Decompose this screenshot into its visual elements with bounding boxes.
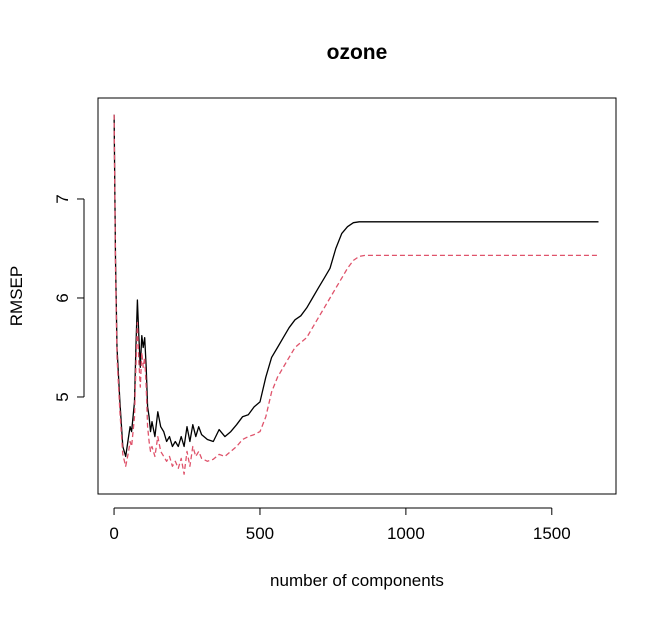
y-tick-label: 5 <box>53 392 72 401</box>
y-axis: 5 6 7 <box>53 194 85 402</box>
y-tick-label: 7 <box>53 194 72 203</box>
series-group <box>113 114 599 475</box>
x-tick-label: 1000 <box>387 524 425 543</box>
series-line-1 <box>113 114 599 458</box>
y-tick-label: 6 <box>53 293 72 302</box>
plot-frame <box>97 97 617 495</box>
x-axis-label: number of components <box>270 571 444 590</box>
series-line-2 <box>113 114 599 475</box>
x-tick-label: 0 <box>109 524 118 543</box>
x-axis: 0 500 1000 1500 <box>109 507 571 543</box>
x-tick-label: 1500 <box>533 524 571 543</box>
chart-title: ozone <box>327 41 388 64</box>
x-tick-label: 500 <box>246 524 274 543</box>
y-axis-label: RMSEP <box>7 266 26 326</box>
